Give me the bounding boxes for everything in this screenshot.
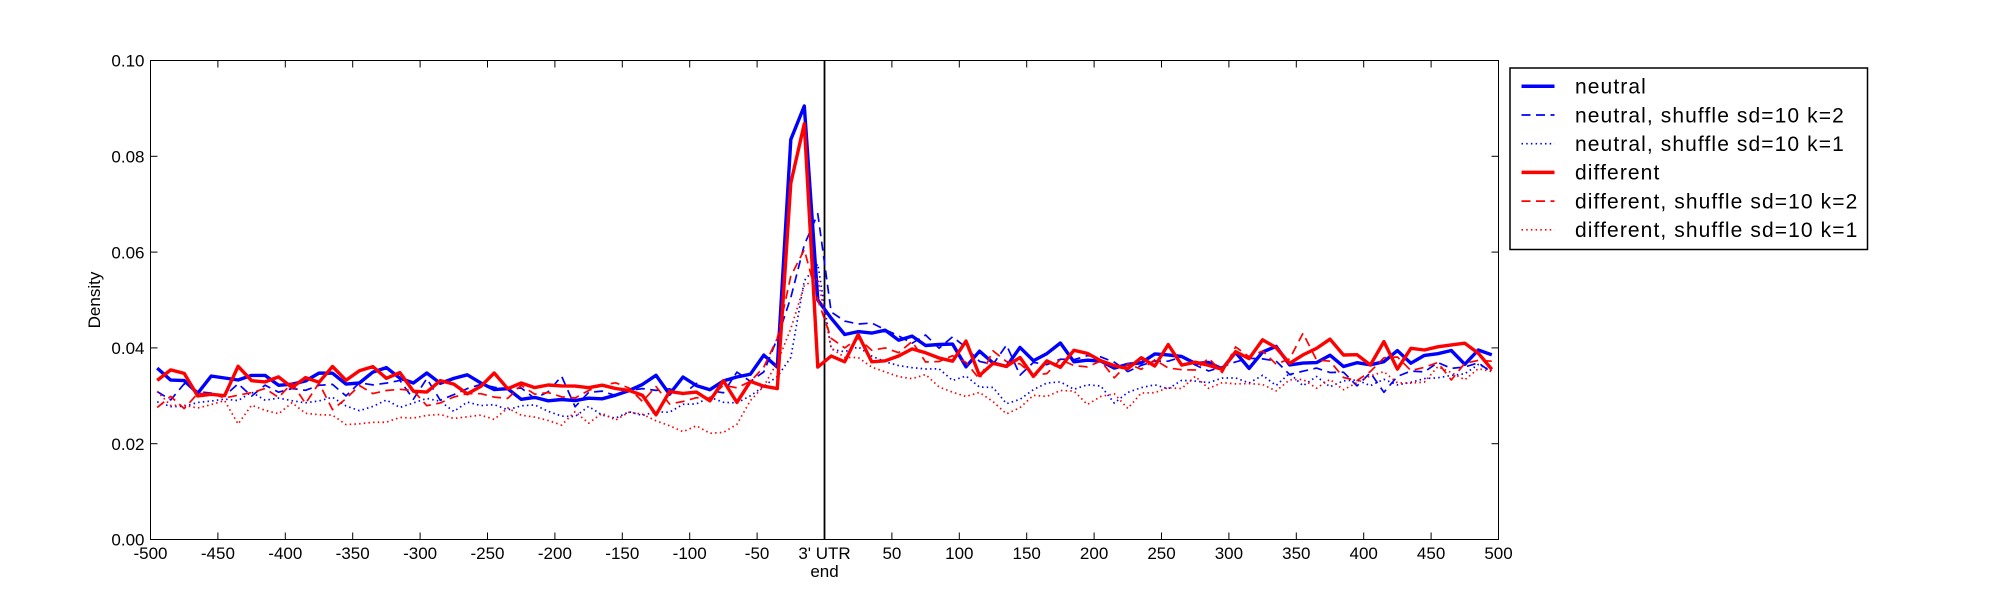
- svg-text:0.08: 0.08: [111, 148, 144, 167]
- svg-text:-400: -400: [268, 544, 302, 563]
- svg-text:500: 500: [1484, 544, 1512, 563]
- svg-text:-450: -450: [201, 544, 235, 563]
- svg-text:-200: -200: [538, 544, 572, 563]
- svg-text:-50: -50: [745, 544, 770, 563]
- svg-text:neutral, shuffle sd=10 k=1: neutral, shuffle sd=10 k=1: [1575, 133, 1845, 156]
- svg-text:450: 450: [1417, 544, 1445, 563]
- svg-text:different, shuffle sd=10 k=2: different, shuffle sd=10 k=2: [1575, 190, 1858, 213]
- svg-text:neutral, shuffle sd=10 k=2: neutral, shuffle sd=10 k=2: [1575, 104, 1845, 127]
- svg-text:-300: -300: [403, 544, 437, 563]
- svg-text:-250: -250: [470, 544, 504, 563]
- svg-text:-150: -150: [605, 544, 639, 563]
- svg-text:0.00: 0.00: [111, 531, 144, 550]
- svg-text:0.02: 0.02: [111, 435, 144, 454]
- svg-text:300: 300: [1215, 544, 1243, 563]
- svg-text:250: 250: [1147, 544, 1175, 563]
- svg-text:400: 400: [1350, 544, 1378, 563]
- svg-text:-350: -350: [336, 544, 370, 563]
- svg-text:different, shuffle sd=10 k=1: different, shuffle sd=10 k=1: [1575, 219, 1858, 242]
- svg-text:100: 100: [945, 544, 973, 563]
- svg-text:0.04: 0.04: [111, 339, 144, 358]
- svg-text:3' UTR: 3' UTR: [798, 544, 850, 563]
- svg-text:350: 350: [1282, 544, 1310, 563]
- svg-text:-100: -100: [673, 544, 707, 563]
- svg-text:0.10: 0.10: [111, 52, 144, 71]
- svg-text:200: 200: [1080, 544, 1108, 563]
- svg-text:-500: -500: [133, 544, 167, 563]
- svg-text:neutral: neutral: [1575, 76, 1647, 99]
- svg-text:150: 150: [1013, 544, 1041, 563]
- svg-text:Density: Density: [85, 271, 104, 328]
- svg-text:50: 50: [882, 544, 901, 563]
- svg-text:different: different: [1575, 162, 1660, 185]
- svg-text:0.06: 0.06: [111, 243, 144, 262]
- svg-text:end: end: [810, 562, 838, 581]
